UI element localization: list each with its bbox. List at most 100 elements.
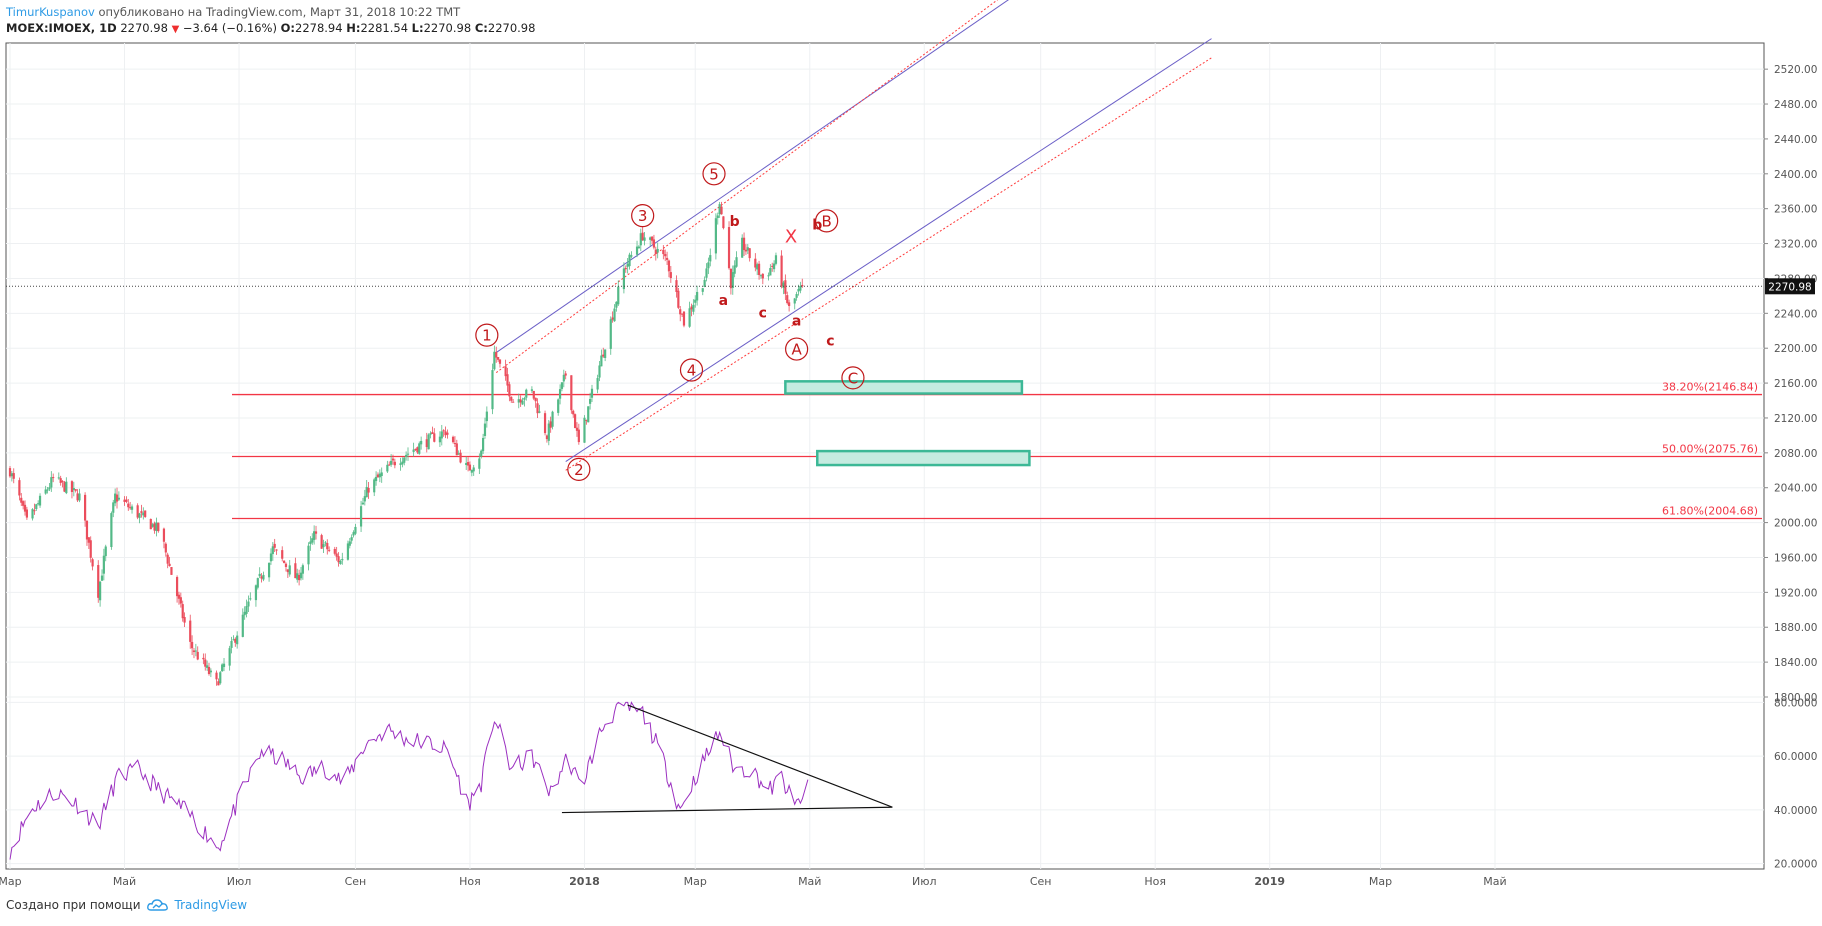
candle-body bbox=[166, 554, 169, 564]
candle-body bbox=[22, 501, 25, 506]
candle-body bbox=[788, 302, 791, 306]
rsi-series bbox=[9, 701, 809, 860]
candle-body bbox=[35, 504, 38, 510]
candle-body bbox=[585, 419, 588, 421]
candle-body bbox=[236, 635, 239, 645]
candle-body bbox=[363, 496, 366, 502]
wave-label: A bbox=[791, 341, 802, 359]
candle-body bbox=[271, 546, 274, 555]
candle-body bbox=[504, 366, 507, 377]
candle-body bbox=[260, 576, 263, 579]
price-axis[interactable]: 2520.00 2480.00 2440.00 2400.00 2360.00 2320.… bbox=[1764, 64, 1817, 704]
candle-body bbox=[536, 403, 539, 414]
candle-body bbox=[258, 573, 261, 577]
candle-body bbox=[643, 237, 646, 241]
author-link[interactable]: TimurKuspanov bbox=[6, 5, 95, 19]
candle-body bbox=[429, 433, 432, 435]
candle-body bbox=[333, 548, 336, 554]
price-tick-label: 2480.00 bbox=[1774, 99, 1817, 111]
candle-body bbox=[348, 541, 351, 546]
symbol-label[interactable]: MOEX:IMOEX, 1D bbox=[6, 21, 117, 35]
time-tick-label: Мар bbox=[684, 875, 707, 888]
candle-body bbox=[296, 573, 299, 580]
candle-body bbox=[735, 257, 738, 267]
price-tick-label: 1840.00 bbox=[1774, 657, 1817, 669]
candle-body bbox=[517, 399, 520, 403]
candle-body bbox=[114, 493, 117, 504]
candle-body bbox=[267, 562, 271, 578]
rsi-axis[interactable]: 80.0000 60.0000 40.0000 20.0000 bbox=[1774, 697, 1817, 870]
candle-body bbox=[731, 272, 734, 288]
candle-body bbox=[677, 290, 680, 308]
tradingview-link[interactable]: TradingView bbox=[174, 898, 248, 912]
candle-body bbox=[275, 549, 278, 551]
candle-body bbox=[547, 423, 550, 441]
candle-body bbox=[714, 218, 717, 254]
candle-body bbox=[298, 574, 301, 581]
candle-body bbox=[733, 265, 736, 274]
candle-body bbox=[727, 227, 731, 269]
candle-body bbox=[401, 461, 404, 465]
candle-body bbox=[273, 543, 276, 548]
candle-body bbox=[378, 473, 381, 478]
candle-body bbox=[451, 436, 455, 443]
candle-body bbox=[641, 232, 644, 241]
price-tick-label: 2240.00 bbox=[1774, 308, 1817, 320]
candle-body bbox=[339, 560, 342, 564]
wave-labels: 1 2 3 4 5 A B Cb a c Xa b c bbox=[475, 162, 865, 482]
candle-body bbox=[769, 268, 772, 276]
grid bbox=[6, 43, 1764, 869]
candle-body bbox=[786, 295, 789, 304]
candle-body bbox=[729, 268, 733, 289]
candle-body bbox=[780, 255, 783, 287]
time-axis[interactable]: Мар Май Июл Сен Ноя 2018 Мар Май Июл Сен Ноя 2019 Ма… bbox=[0, 875, 1507, 888]
wave-label: C bbox=[848, 369, 858, 387]
candle-body bbox=[498, 359, 502, 364]
candle-body bbox=[412, 449, 415, 452]
candle-body bbox=[562, 374, 565, 382]
down-arrow-icon: ▼ bbox=[171, 24, 180, 35]
candle-body bbox=[701, 288, 704, 292]
candle-body bbox=[709, 255, 712, 262]
wave-circle bbox=[679, 358, 704, 382]
candle-body bbox=[129, 507, 132, 509]
candle-body bbox=[572, 410, 575, 415]
candle-body bbox=[209, 670, 212, 673]
candle-body bbox=[125, 499, 128, 502]
candle-body bbox=[326, 543, 329, 550]
candle-body bbox=[416, 447, 419, 453]
candle-body bbox=[322, 544, 325, 548]
candle-body bbox=[8, 468, 12, 477]
candle-body bbox=[33, 510, 36, 512]
price-channels bbox=[495, 0, 1212, 471]
candle-body bbox=[130, 506, 134, 510]
tradingview-cloud-icon bbox=[146, 899, 168, 911]
candle-body bbox=[367, 487, 370, 493]
low-value: 2270.98 bbox=[423, 21, 472, 35]
time-tick-label: Сен bbox=[1030, 875, 1052, 888]
candle-body bbox=[170, 567, 173, 575]
candle-body bbox=[192, 650, 196, 653]
channel-line bbox=[565, 38, 1212, 462]
candle-body bbox=[91, 559, 94, 567]
candle-body bbox=[391, 458, 395, 461]
candle-body bbox=[639, 233, 642, 246]
candle-body bbox=[761, 273, 764, 279]
candle-body bbox=[232, 639, 235, 641]
candle-body bbox=[690, 306, 693, 310]
candle-body bbox=[25, 509, 28, 518]
candle-body bbox=[337, 556, 340, 563]
candle-body bbox=[78, 493, 81, 501]
candle-body bbox=[654, 249, 657, 255]
candle-body bbox=[615, 301, 618, 308]
candle-body bbox=[442, 430, 445, 432]
price-tick-label: 2440.00 bbox=[1774, 134, 1817, 146]
candle-body bbox=[136, 505, 139, 518]
time-tick-label: 2018 bbox=[569, 875, 600, 888]
candle-body bbox=[656, 248, 659, 253]
candle-body bbox=[31, 509, 34, 519]
candle-body bbox=[376, 474, 380, 478]
candle-body bbox=[600, 355, 603, 367]
candle-body bbox=[453, 443, 457, 445]
